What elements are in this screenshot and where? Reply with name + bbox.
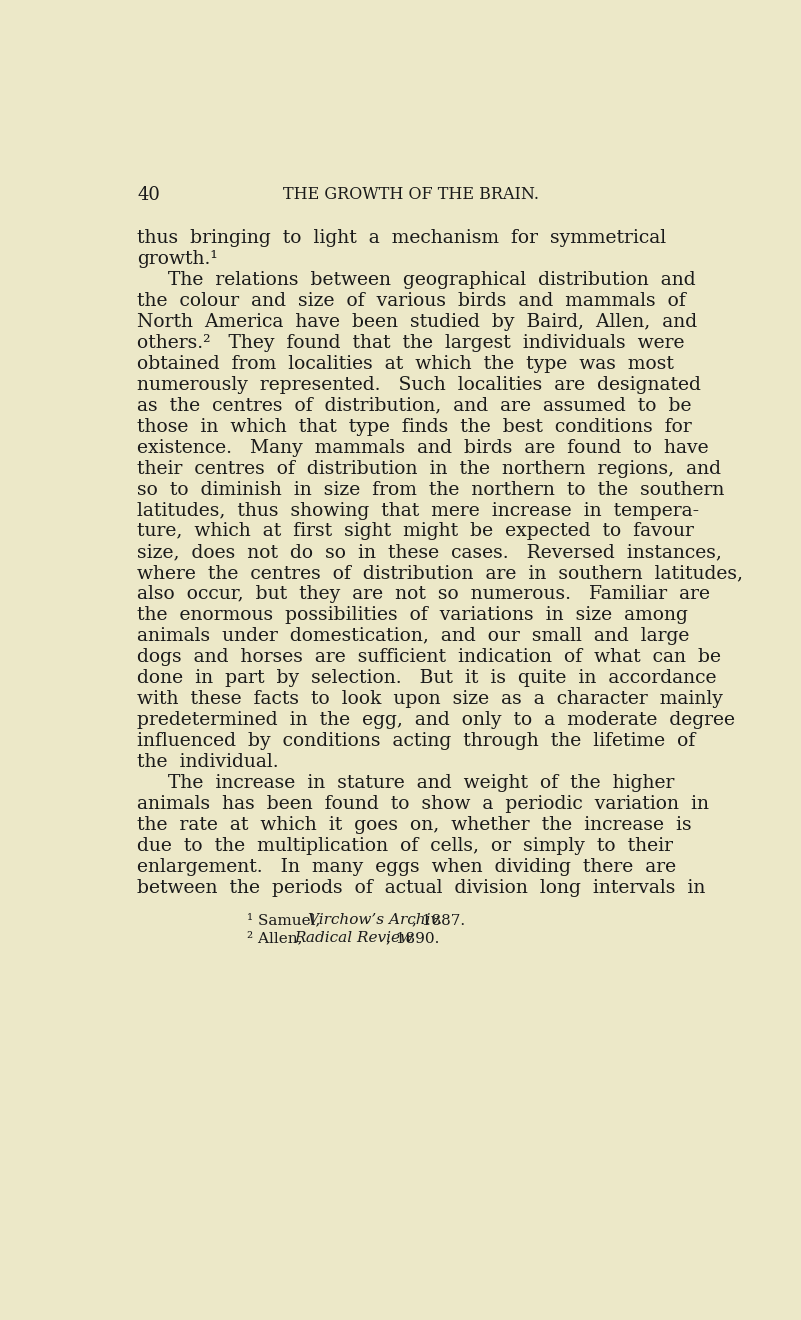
Text: Virchow’s Archiv.: Virchow’s Archiv.: [308, 913, 442, 928]
Text: animals  has  been  found  to  show  a  periodic  variation  in: animals has been found to show a periodi…: [137, 795, 710, 813]
Text: animals  under  domestication,  and  our  small  and  large: animals under domestication, and our sma…: [137, 627, 690, 645]
Text: growth.¹: growth.¹: [137, 251, 218, 268]
Text: others.²   They  found  that  the  largest  individuals  were: others.² They found that the largest ind…: [137, 334, 685, 352]
Text: where  the  centres  of  distribution  are  in  southern  latitudes,: where the centres of distribution are in…: [137, 565, 743, 582]
Text: dogs  and  horses  are  sufficient  indication  of  what  can  be: dogs and horses are sufficient indicatio…: [137, 648, 722, 667]
Text: the  enormous  possibilities  of  variations  in  size  among: the enormous possibilities of variations…: [137, 606, 688, 624]
Text: between  the  periods  of  actual  division  long  intervals  in: between the periods of actual division l…: [137, 879, 706, 896]
Text: ² Allen,: ² Allen,: [248, 931, 308, 945]
Text: obtained  from  localities  at  which  the  type  was  most: obtained from localities at which the ty…: [137, 355, 674, 374]
Text: numerously  represented.   Such  localities  are  designated: numerously represented. Such localities …: [137, 376, 701, 393]
Text: as  the  centres  of  distribution,  and  are  assumed  to  be: as the centres of distribution, and are …: [137, 397, 692, 414]
Text: due  to  the  multiplication  of  cells,  or  simply  to  their: due to the multiplication of cells, or s…: [137, 837, 674, 854]
Text: the  individual.: the individual.: [137, 752, 279, 771]
Text: ture,  which  at  first  sight  might  be  expected  to  favour: ture, which at first sight might be expe…: [137, 523, 694, 540]
Text: , 1887.: , 1887.: [412, 913, 465, 928]
Text: North  America  have  been  studied  by  Baird,  Allen,  and: North America have been studied by Baird…: [137, 313, 698, 331]
Text: , 1890.: , 1890.: [386, 931, 440, 945]
Text: their  centres  of  distribution  in  the  northern  regions,  and: their centres of distribution in the nor…: [137, 459, 722, 478]
Text: those  in  which  that  type  finds  the  best  conditions  for: those in which that type finds the best …: [137, 417, 692, 436]
Text: size,  does  not  do  so  in  these  cases.   Reversed  instances,: size, does not do so in these cases. Rev…: [137, 544, 723, 561]
Text: also  occur,  but  they  are  not  so  numerous.   Familiar  are: also occur, but they are not so numerous…: [137, 585, 710, 603]
Text: done  in  part  by  selection.   But  it  is  quite  in  accordance: done in part by selection. But it is qui…: [137, 669, 717, 688]
Text: influenced  by  conditions  acting  through  the  lifetime  of: influenced by conditions acting through …: [137, 731, 695, 750]
Text: existence.   Many  mammals  and  birds  are  found  to  have: existence. Many mammals and birds are fo…: [137, 438, 709, 457]
Text: predetermined  in  the  egg,  and  only  to  a  moderate  degree: predetermined in the egg, and only to a …: [137, 711, 735, 729]
Text: Radical Review: Radical Review: [294, 931, 413, 945]
Text: The  increase  in  stature  and  weight  of  the  higher: The increase in stature and weight of th…: [168, 774, 674, 792]
Text: latitudes,  thus  showing  that  mere  increase  in  tempera-: latitudes, thus showing that mere increa…: [137, 502, 699, 520]
Text: the  colour  and  size  of  various  birds  and  mammals  of: the colour and size of various birds and…: [137, 292, 686, 310]
Text: the  rate  at  which  it  goes  on,  whether  the  increase  is: the rate at which it goes on, whether th…: [137, 816, 692, 834]
Text: THE GROWTH OF THE BRAIN.: THE GROWTH OF THE BRAIN.: [283, 186, 539, 203]
Text: thus  bringing  to  light  a  mechanism  for  symmetrical: thus bringing to light a mechanism for s…: [137, 230, 666, 247]
Text: ¹ Samuel,: ¹ Samuel,: [248, 913, 326, 928]
Text: The  relations  between  geographical  distribution  and: The relations between geographical distr…: [168, 271, 696, 289]
Text: enlargement.   In  many  eggs  when  dividing  there  are: enlargement. In many eggs when dividing …: [137, 858, 677, 875]
Text: so  to  diminish  in  size  from  the  northern  to  the  southern: so to diminish in size from the northern…: [137, 480, 725, 499]
Text: 40: 40: [137, 186, 160, 205]
Text: with  these  facts  to  look  upon  size  as  a  character  mainly: with these facts to look upon size as a …: [137, 690, 723, 708]
